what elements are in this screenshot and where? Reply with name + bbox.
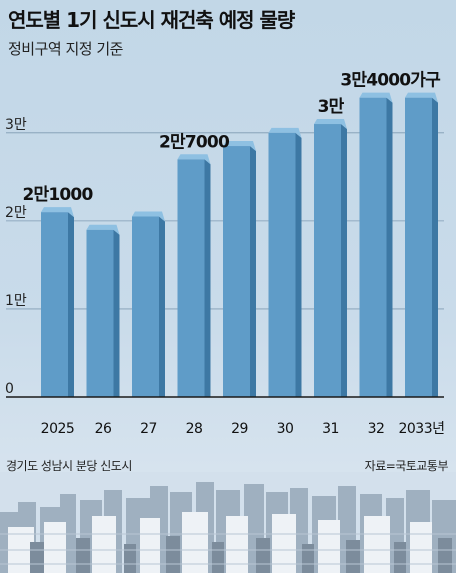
source-credit: 자료=국토교통부 bbox=[364, 459, 449, 473]
x-tick-label: 27 bbox=[140, 421, 157, 437]
bar-front bbox=[132, 216, 159, 397]
bar-front bbox=[359, 97, 387, 397]
bar-front bbox=[405, 97, 432, 397]
bar-top bbox=[268, 127, 302, 138]
bar-top bbox=[86, 224, 120, 235]
bar bbox=[223, 141, 256, 397]
bar-top bbox=[359, 92, 393, 103]
bar-top bbox=[132, 211, 165, 222]
bar-side bbox=[432, 97, 438, 397]
bar-front bbox=[268, 132, 296, 398]
bar-side bbox=[250, 146, 256, 397]
x-tick-label: 28 bbox=[186, 421, 203, 437]
y-tick-label: 1만 bbox=[5, 293, 27, 309]
bar bbox=[177, 154, 211, 397]
bar-front bbox=[223, 146, 250, 397]
bar-side bbox=[295, 132, 302, 398]
bar-side bbox=[113, 229, 120, 397]
bar-top bbox=[405, 92, 438, 103]
bar-front bbox=[177, 159, 205, 397]
bar bbox=[268, 127, 302, 398]
y-tick-label: 2만 bbox=[5, 205, 27, 221]
bar bbox=[41, 207, 74, 397]
bar bbox=[86, 224, 120, 397]
city-skyline-photo bbox=[0, 472, 456, 573]
x-tick-label: 31 bbox=[322, 421, 339, 437]
bar-top bbox=[177, 154, 211, 165]
bar-front bbox=[41, 212, 68, 397]
data-label: 3만4000가구 bbox=[340, 71, 441, 91]
bar-side bbox=[386, 97, 393, 397]
data-label: 3만 bbox=[318, 97, 345, 117]
chart-title: 연도별 1기 신도시 재건축 예정 물량 bbox=[8, 8, 295, 32]
bar bbox=[359, 92, 393, 397]
data-label: 2만7000 bbox=[159, 132, 230, 152]
x-tick-label: 30 bbox=[277, 421, 294, 437]
bar bbox=[132, 211, 165, 397]
x-tick-label: 26 bbox=[95, 421, 112, 437]
bar-top bbox=[223, 141, 256, 152]
y-tick-label: 0 bbox=[5, 381, 14, 397]
photo-caption: 경기도 성남시 분당 신도시 bbox=[6, 459, 132, 473]
bar-side bbox=[159, 216, 165, 397]
bar bbox=[405, 92, 438, 397]
x-tick-label: 29 bbox=[231, 421, 248, 437]
bar-front bbox=[86, 229, 114, 397]
chart-subtitle: 정비구역 지정 기준 bbox=[8, 40, 123, 58]
x-tick-label: 2025 bbox=[41, 421, 75, 437]
bar bbox=[314, 119, 347, 398]
bar-top bbox=[314, 119, 347, 130]
bar-front bbox=[314, 124, 341, 398]
y-tick-label: 3만 bbox=[5, 117, 27, 133]
bar-side bbox=[68, 212, 74, 397]
bar-chart: 0 1만 2만 3만 2025 26 27 28 29 30 31 32 2033년 2만1000 2만70… bbox=[5, 71, 445, 437]
bar-top bbox=[41, 207, 74, 218]
data-label: 2만1000 bbox=[23, 185, 94, 205]
x-tick-label: 2033년 bbox=[398, 421, 444, 437]
x-tick-label: 32 bbox=[368, 421, 385, 437]
bar-side bbox=[204, 159, 211, 397]
bar-side bbox=[341, 124, 347, 398]
